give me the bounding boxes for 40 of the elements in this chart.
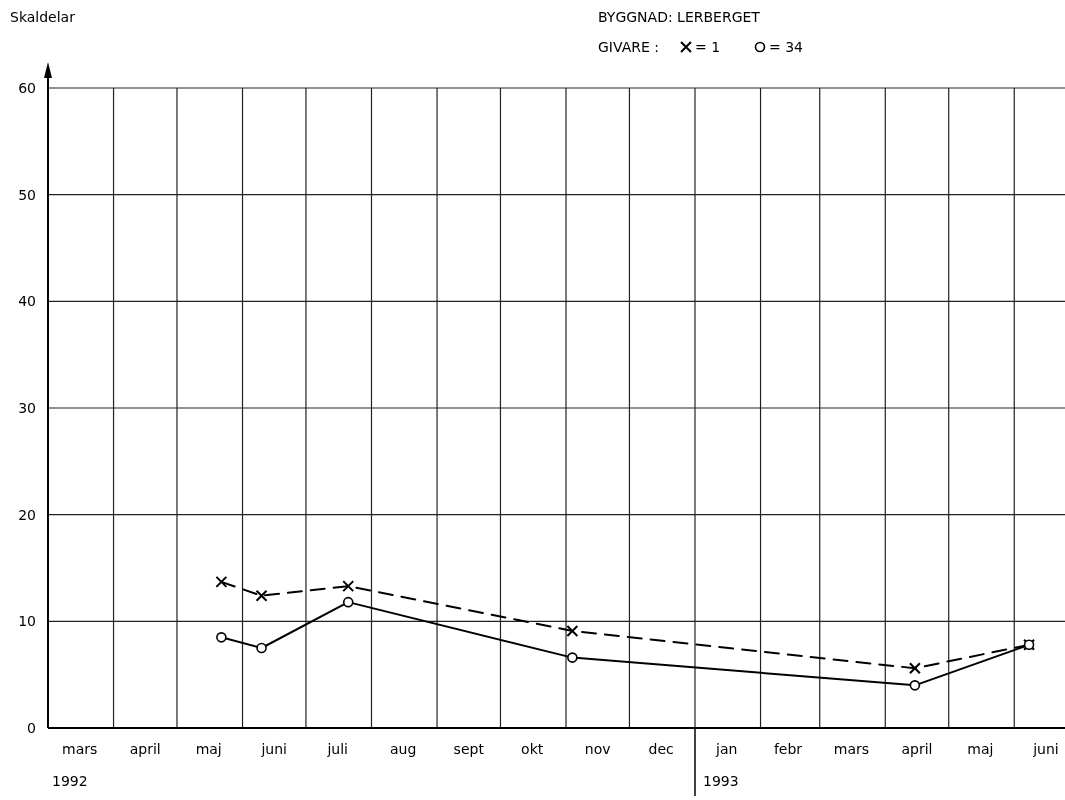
point: [342, 580, 355, 593]
point: [255, 589, 268, 602]
y-tick-label: 30: [18, 399, 36, 416]
x-tick-label: dec: [648, 741, 674, 757]
x-tick-label: mars: [833, 741, 870, 757]
y-tick-label: 60: [18, 79, 36, 96]
x-tick-label: nov: [584, 741, 611, 757]
text: 1992: [52, 773, 88, 789]
y-tick-label: 10: [18, 613, 36, 630]
y-tick-label: 0: [27, 719, 36, 736]
x-tick-label: okt: [521, 741, 544, 757]
x-tick-label: april: [901, 741, 933, 757]
x-tick-label: maj: [195, 741, 222, 757]
x-tick-label: aug: [390, 741, 417, 757]
chart-title: BYGGNAD: LERBERGET: [598, 9, 761, 25]
point: [567, 652, 578, 663]
x-tick-label: april: [129, 741, 161, 757]
y-tick-label: 20: [18, 506, 36, 523]
point: [909, 680, 921, 691]
point: [566, 624, 579, 637]
legend-title: GIVARE :: [598, 39, 659, 55]
x-tick-label: mars: [62, 741, 98, 757]
point: [256, 642, 267, 654]
point: [908, 662, 921, 675]
x-tick-label: jan: [715, 741, 738, 757]
text: 1993: [702, 773, 739, 789]
x-tick-label: juli: [326, 741, 348, 757]
x-tick-label: juni: [1032, 741, 1059, 757]
point: [342, 596, 354, 608]
y-tick-label: 40: [18, 293, 36, 310]
legend-label: = 1: [695, 39, 721, 55]
x-tick-label: sept: [453, 741, 485, 757]
x-tick-label: febr: [773, 741, 803, 757]
x-tick-label: maj: [967, 741, 994, 757]
legend-label: = 34: [769, 39, 804, 55]
y-tick-label: 50: [18, 186, 36, 203]
y-axis-title: Skaldelar: [10, 9, 76, 25]
point: [216, 632, 227, 643]
point: [215, 575, 228, 588]
x-tick-label: juni: [260, 741, 287, 757]
